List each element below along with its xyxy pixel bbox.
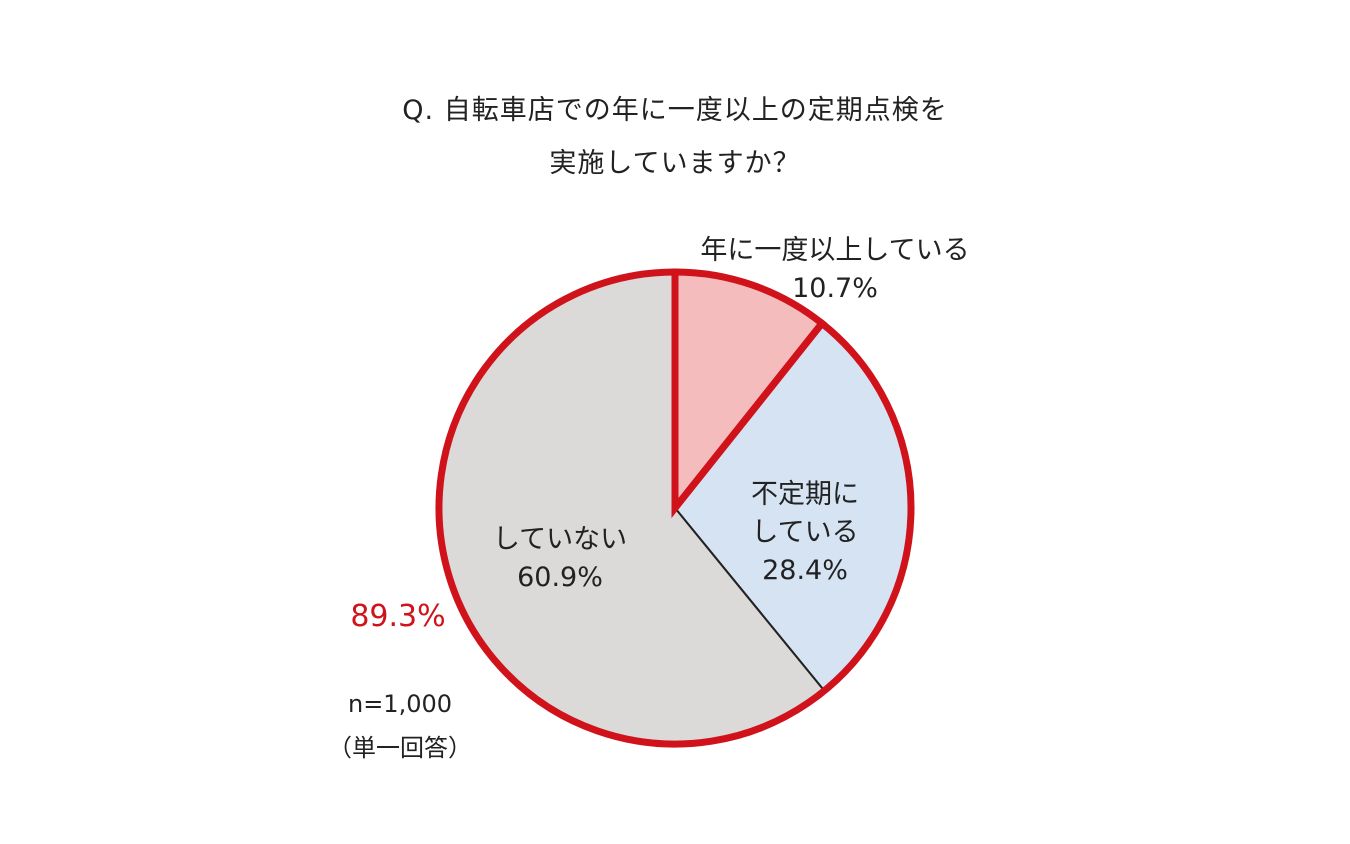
slice-label-irregular-0: 不定期に: [751, 479, 859, 510]
slice-label-annual-1: 10.7%: [792, 273, 878, 304]
answer-note: （単一回答）: [328, 734, 472, 762]
slice-label-irregular-2: 28.4%: [762, 555, 848, 586]
highlight-total-label-0: 89.3%: [350, 599, 445, 634]
highlight-outline-0: [671, 268, 827, 519]
slice-label-none-0: していない: [493, 524, 627, 555]
slice-label-annual-0: 年に一度以上している: [700, 235, 969, 266]
sample-size: n=1,000: [347, 690, 453, 718]
highlight-outline-1: [435, 268, 915, 748]
chart-title-line1: Q. 自転車店での年に一度以上の定期点検を: [402, 95, 948, 126]
slice-label-irregular-1: している: [751, 517, 858, 548]
slice-label-none-1: 60.9%: [517, 562, 603, 593]
chart-title-line2: 実施していますか？: [549, 148, 801, 179]
